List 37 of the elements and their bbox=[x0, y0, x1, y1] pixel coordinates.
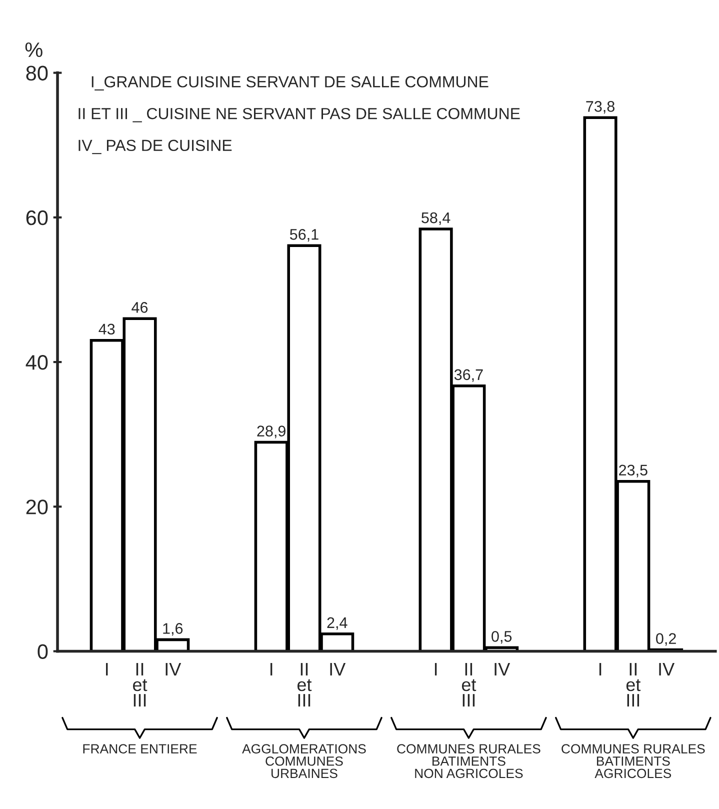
text: IV bbox=[659, 663, 675, 676]
y-tick-label: 0 bbox=[38, 644, 48, 659]
annotation: IV_ PAS DE CUISINE bbox=[78, 140, 232, 154]
text: IV bbox=[330, 663, 346, 676]
data-label: 28,9 bbox=[257, 426, 286, 438]
text: I bbox=[270, 663, 272, 676]
data-label: 23,5 bbox=[619, 464, 648, 478]
data-label: 36,7 bbox=[454, 369, 483, 382]
series-label: I bbox=[106, 663, 108, 676]
x-tick-label: COMMUNES RURALES BATIMENTS AGRICOLES bbox=[562, 744, 705, 778]
y-tick-label: 40 bbox=[26, 355, 48, 370]
data-label: 73,8 bbox=[586, 101, 614, 114]
x-tick-label: AGGLOMERATIONS COMMUNES URBAINES bbox=[242, 744, 366, 778]
text: II et III bbox=[462, 663, 476, 706]
annotation: II ET III _ CUISINE NE SERVANT PAS DE SALLE COMMUNE bbox=[78, 108, 520, 122]
y-axis-title: % bbox=[25, 42, 42, 58]
x-tick-label: FRANCE ENTIERE bbox=[83, 744, 197, 754]
series-label: IV bbox=[166, 663, 182, 676]
text: I bbox=[599, 663, 602, 676]
y-tick-label: 60 bbox=[26, 210, 48, 226]
data-label: 43 bbox=[98, 324, 115, 335]
data-label: 56,1 bbox=[290, 229, 318, 242]
text: I bbox=[434, 663, 437, 676]
data-label: 2,4 bbox=[327, 617, 348, 630]
y-tick-label: 80 bbox=[26, 66, 48, 81]
data-label: 58,4 bbox=[422, 212, 450, 225]
data-label: 1,6 bbox=[163, 623, 183, 636]
text: II et III bbox=[297, 663, 312, 706]
x-tick-label: COMMUNES RURALES BATIMENTS NON AGRICOLES bbox=[397, 744, 540, 778]
text: II et III bbox=[626, 663, 641, 706]
y-tick-label: 20 bbox=[26, 500, 48, 514]
data-label: 0,5 bbox=[492, 631, 512, 644]
text: IV bbox=[494, 663, 510, 676]
data-label: 0,2 bbox=[656, 633, 676, 646]
data-label: 46 bbox=[132, 302, 148, 313]
series-label: II et III bbox=[132, 663, 148, 706]
annotation: I_GRANDE CUISINE SERVANT DE SALLE COMMUNE bbox=[92, 76, 488, 90]
